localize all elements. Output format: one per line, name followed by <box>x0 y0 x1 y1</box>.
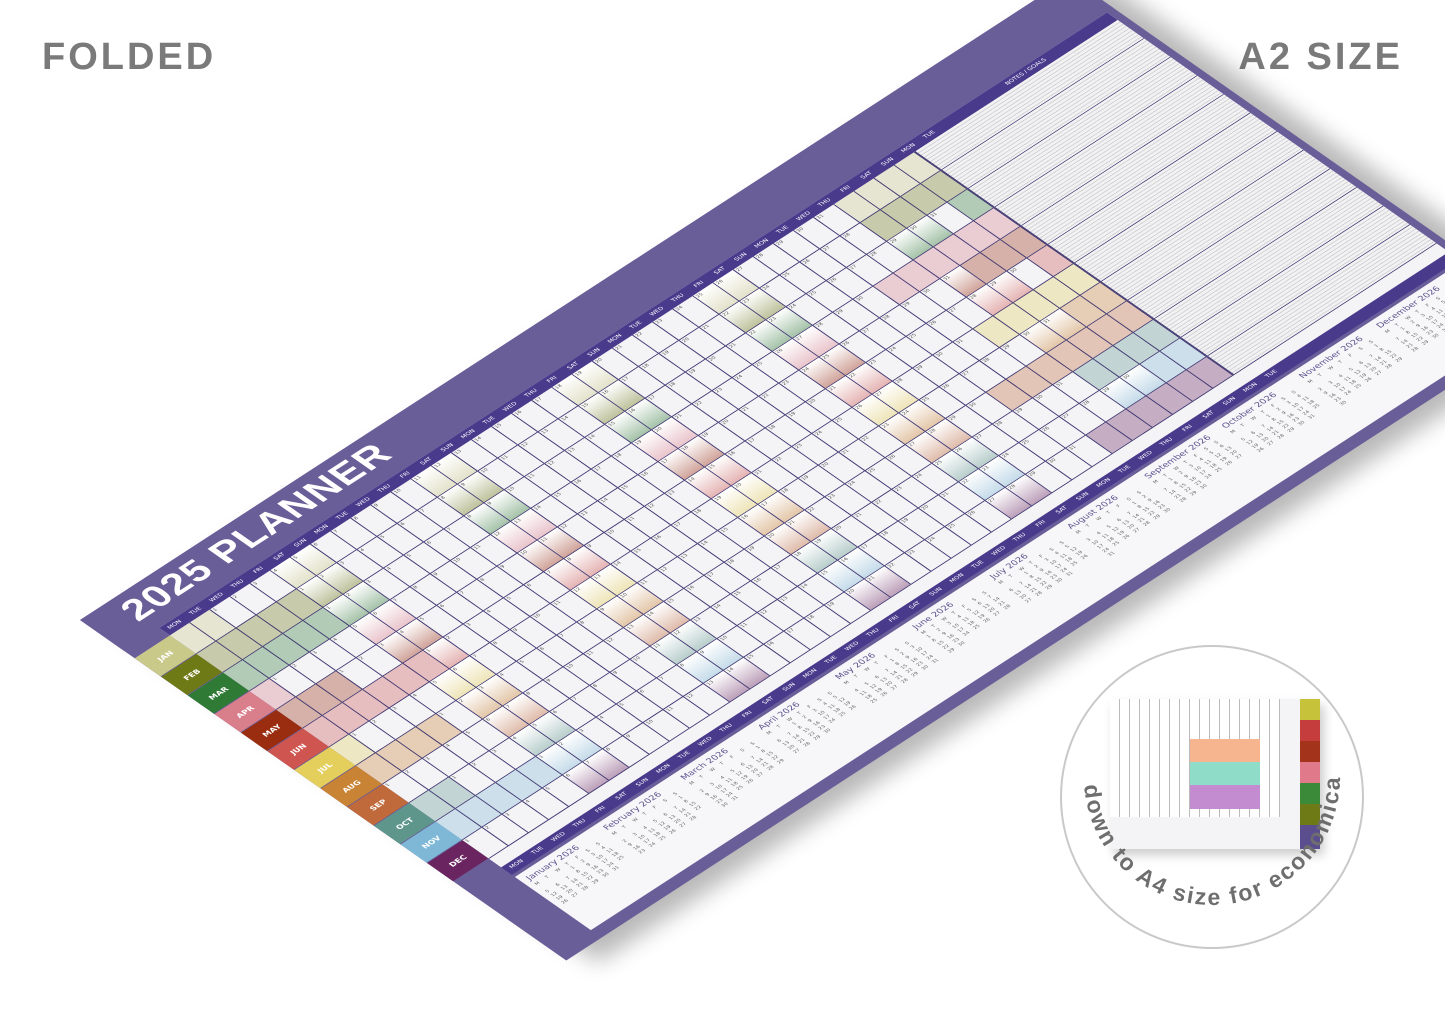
size-label: A2 SIZE <box>1238 36 1403 78</box>
folded-planner-thumbnail <box>1110 699 1320 849</box>
folded-label: FOLDED <box>42 36 217 78</box>
badge-caption-arc: Folds down to A4 size for economical P&P <box>1062 647 1345 910</box>
fold-info-badge: Folds down to A4 size for economical P&P <box>1060 645 1364 949</box>
thumbnail-month-tabs <box>1300 699 1320 849</box>
svg-text:Folds down to A4 size for econ: Folds down to A4 size for economical P&P <box>1062 647 1345 910</box>
badge-caption: Folds down to A4 size for economical P&P <box>1062 647 1343 910</box>
thumbnail-color-blocks <box>1190 739 1260 809</box>
